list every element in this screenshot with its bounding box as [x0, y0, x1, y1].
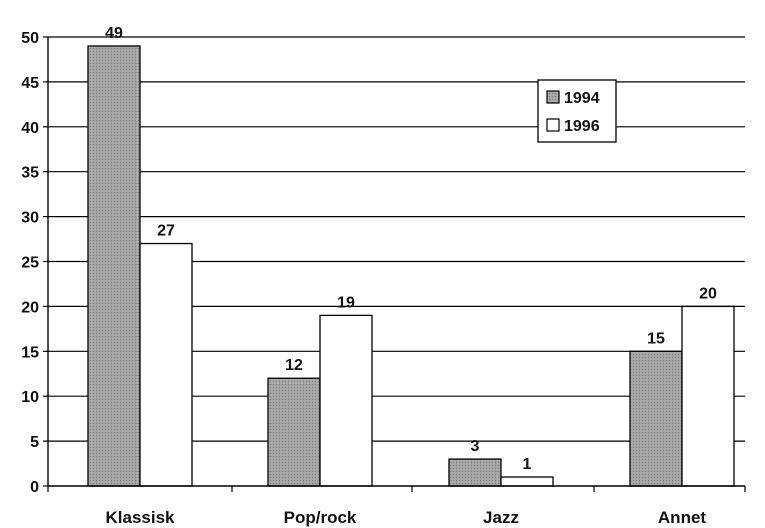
y-tick-label: 15 — [21, 344, 39, 361]
y-tick-label: 30 — [21, 210, 39, 227]
legend-box — [537, 79, 617, 143]
bars — [87, 45, 735, 487]
y-tick-label: 45 — [21, 75, 39, 92]
legend-label-1996: 1996 — [564, 118, 600, 135]
data-label: 27 — [157, 223, 175, 240]
y-tick-label: 5 — [30, 434, 39, 451]
bar-1996-annet — [681, 305, 735, 487]
axes — [47, 37, 746, 492]
bar-1994-jazz — [448, 458, 502, 487]
data-labels: 49 27 12 19 3 1 15 20 — [105, 25, 717, 473]
x-category-label: Klassisk — [106, 508, 176, 527]
bar-1994-pop-rock — [267, 377, 321, 487]
y-tick-label: 25 — [21, 255, 39, 272]
x-axis-categories: Klassisk Pop/rock Jazz Annet — [106, 508, 707, 527]
y-tick-label: 10 — [21, 389, 39, 406]
data-label: 49 — [105, 25, 123, 42]
legend-swatch-1996 — [546, 118, 560, 132]
legend: 1994 1996 — [537, 79, 617, 143]
bar-1994-klassisk — [87, 45, 141, 487]
data-label: 1 — [523, 456, 532, 473]
bar-1994-annet — [629, 350, 683, 487]
data-label: 20 — [699, 285, 717, 302]
bar-1996-klassisk — [139, 242, 193, 487]
y-tick-label: 40 — [21, 120, 39, 137]
x-category-label: Annet — [658, 508, 707, 527]
data-label: 12 — [285, 357, 303, 374]
y-tick-label: 0 — [30, 479, 39, 496]
x-category-label: Pop/rock — [284, 508, 357, 527]
bar-1996-jazz — [500, 476, 554, 487]
legend-label-1994: 1994 — [564, 90, 600, 107]
y-tick-label: 35 — [21, 165, 39, 182]
legend-swatch-1994 — [546, 90, 560, 104]
data-label: 3 — [471, 438, 480, 455]
x-category-label: Jazz — [483, 508, 519, 527]
y-tick-label: 50 — [21, 30, 39, 47]
y-axis-ticks: 0 5 10 15 20 25 30 35 40 45 50 — [21, 30, 48, 496]
data-label: 15 — [647, 330, 665, 347]
bar-1996-pop-rock — [319, 314, 373, 487]
data-label: 19 — [337, 294, 355, 311]
y-tick-label: 20 — [21, 299, 39, 316]
